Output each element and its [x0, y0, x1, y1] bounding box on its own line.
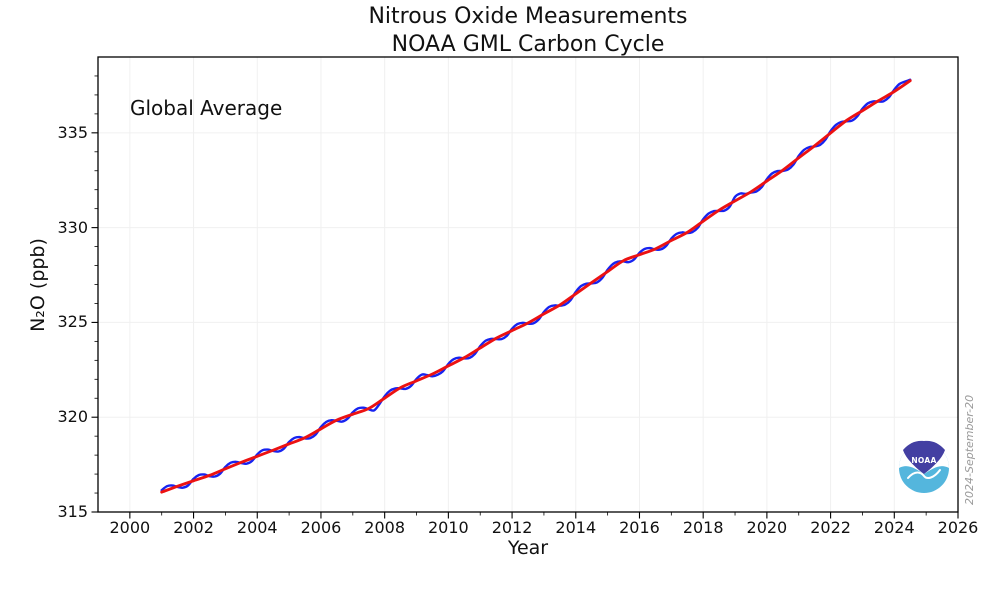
- x-tick-label: 2000: [109, 518, 151, 537]
- x-tick-label: 2004: [236, 518, 278, 537]
- y-tick-label: 335: [57, 122, 88, 142]
- x-tick-label: 2026: [937, 518, 979, 537]
- chart-title-line1: Nitrous Oxide Measurements: [368, 4, 688, 29]
- x-tick-label: 2014: [555, 518, 597, 537]
- x-tick-label: 2002: [173, 518, 214, 537]
- x-tick-label: 2006: [300, 518, 342, 537]
- x-tick-label: 2018: [682, 518, 724, 537]
- x-tick-label: 2016: [619, 518, 660, 537]
- x-tick-label: 2012: [491, 518, 533, 537]
- noaa-logo: NOAA: [899, 440, 949, 493]
- date-stamp: 2024-September-20: [963, 394, 976, 505]
- plot-frame: [97, 56, 959, 513]
- global-average-annotation: Global Average: [130, 96, 283, 120]
- series-blue-line-monthly-global-average: [160, 78, 912, 492]
- x-tick-label: 2024: [873, 518, 915, 537]
- chart-title: Nitrous Oxide Measurements NOAA GML Carb…: [98, 3, 958, 59]
- noaa-logo-text: NOAA: [911, 456, 936, 465]
- axis-ticks: [91, 75, 959, 519]
- noaa-logo-gull-icon: [907, 469, 941, 479]
- x-tick-label: 2008: [364, 518, 406, 537]
- x-axis-label: Year: [507, 537, 549, 559]
- y-axis-label: N₂O (ppb): [27, 238, 49, 332]
- y-tick-label: 325: [57, 312, 88, 332]
- data-series: [160, 78, 912, 494]
- y-tick-label: 330: [57, 217, 88, 237]
- chart-title-line2: NOAA GML Carbon Cycle: [391, 32, 665, 57]
- y-tick-label: 320: [57, 407, 88, 427]
- x-tick-label: 2020: [746, 518, 788, 537]
- series-red-line-smooth-trend: [160, 79, 912, 494]
- x-tick-label: 2010: [428, 518, 469, 537]
- noaa-logo-fan: [903, 440, 945, 474]
- y-tick-label: 315: [57, 502, 88, 521]
- x-tick-label: 2022: [810, 518, 851, 537]
- gridlines: [98, 57, 959, 513]
